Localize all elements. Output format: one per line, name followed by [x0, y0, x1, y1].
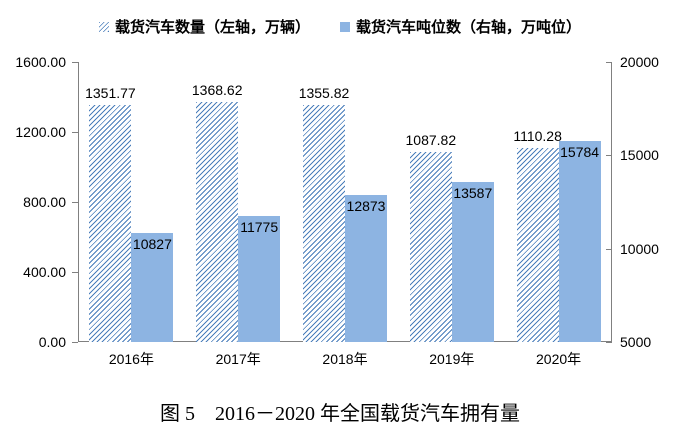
bar-truck-tonnage-2020 [558, 140, 601, 342]
left-axis-tick [72, 272, 78, 273]
chart-legend: 载货汽车数量（左轴，万辆） 载货汽车吨位数（右轴，万吨位） [0, 16, 680, 37]
bar-truck-tonnage-2017 [238, 215, 281, 342]
data-label-truck-count-2016: 1351.77 [85, 85, 136, 102]
data-label-truck-tonnage-2019: 13587 [453, 184, 493, 201]
left-axis-tick [72, 62, 78, 63]
data-label-truck-count-2019: 1087.82 [405, 131, 457, 148]
bar-truck-count-2020 [516, 147, 559, 342]
legend-label: 载货汽车吨位数（右轴，万吨位） [356, 19, 582, 36]
data-label-truck-count-2018: 1355.82 [298, 84, 350, 101]
right-axis-tick-label: 20000 [620, 54, 659, 70]
bar-truck-tonnage-2016 [131, 233, 174, 342]
right-axis-tick [606, 342, 612, 343]
bar-truck-count-2019 [409, 151, 452, 342]
right-axis-tick [606, 248, 612, 250]
right-axis-tick [606, 62, 612, 63]
right-axis-tick-label: 5000 [620, 334, 652, 350]
bar-truck-count-2018 [303, 104, 345, 342]
right-axis-tick-label: 15000 [620, 147, 659, 164]
data-label-truck-count-2017: 1368.62 [191, 82, 243, 99]
data-label-truck-tonnage-2018: 12873 [346, 198, 386, 215]
data-label-truck-tonnage-2017: 11775 [240, 218, 279, 235]
x-axis-label-2018: 2018年 [322, 351, 368, 367]
x-axis-label-2017: 2017年 [215, 351, 261, 367]
figure-caption: 图 5 2016－2020 年全国载货汽车拥有量 [160, 403, 520, 425]
left-axis-tick [72, 202, 78, 203]
left-axis-tick-label: 1200.00 [15, 124, 66, 140]
left-axis-tick-label: 0.00 [38, 334, 66, 350]
bar-truck-count-2016 [89, 105, 132, 342]
data-label-truck-count-2020: 1110.28 [513, 127, 562, 144]
bar-truck-count-2017 [196, 102, 239, 342]
legend-item-truck-tonnage: 载货汽车吨位数（右轴，万吨位） [340, 16, 581, 37]
data-label-truck-tonnage-2016: 10827 [132, 236, 172, 253]
bar-truck-tonnage-2019 [451, 181, 494, 342]
left-axis-tick [72, 132, 78, 133]
x-axis-label-2016: 2016年 [108, 351, 154, 367]
left-axis-tick-label: 400.00 [23, 264, 66, 280]
hatched-swatch-icon [98, 21, 109, 32]
x-axis-label-2020: 2020年 [536, 351, 582, 367]
left-axis-tick-label: 800.00 [23, 194, 66, 210]
left-axis-tick-label: 1600.00 [15, 54, 66, 70]
legend-label: 载货汽车数量（左轴，万辆） [114, 19, 310, 36]
left-axis-tick [72, 342, 78, 343]
right-axis-tick-label: 10000 [620, 240, 659, 257]
legend-item-truck-count: 载货汽车数量（左轴，万辆） [98, 16, 310, 37]
data-label-truck-tonnage-2020: 15784 [560, 143, 600, 160]
x-axis-label-2019: 2019年 [429, 351, 475, 367]
solid-swatch-icon [340, 21, 350, 32]
bar-truck-tonnage-2018 [345, 195, 387, 342]
right-axis-tick [606, 155, 612, 157]
